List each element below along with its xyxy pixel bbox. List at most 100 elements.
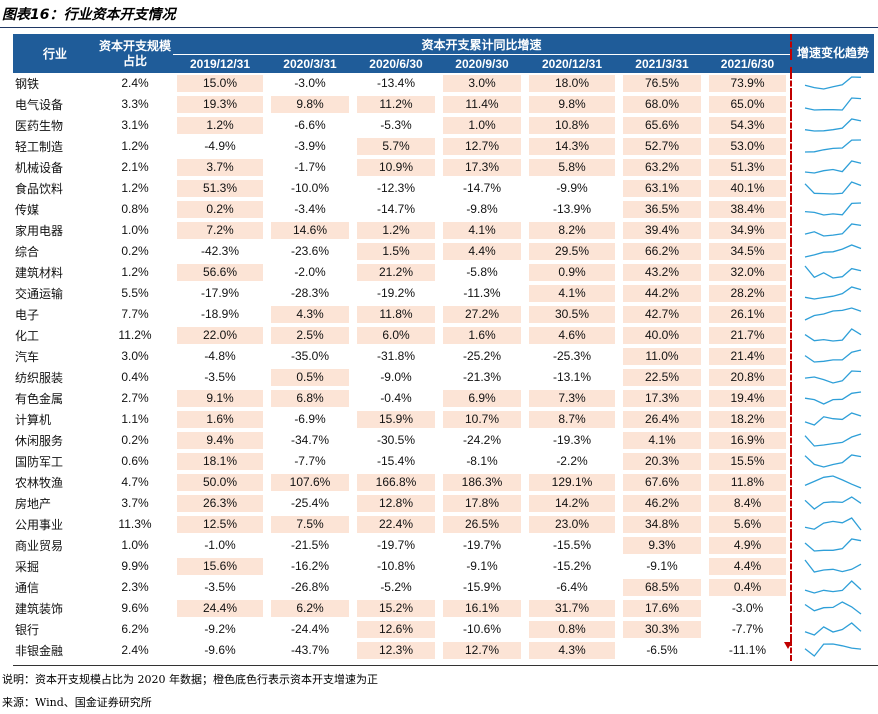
sparkline (804, 307, 862, 321)
growth-cell: -2.0% (267, 261, 353, 283)
growth-value: -4.9% (204, 138, 236, 153)
industry-name: 纺织服装 (13, 366, 97, 388)
growth-value: 12.6% (357, 620, 435, 638)
growth-value: 39.4% (623, 221, 701, 239)
down-arrow-icon (784, 642, 792, 649)
sparkline (804, 76, 862, 90)
sparkline-path (804, 244, 862, 258)
growth-cell: -3.0% (705, 597, 791, 619)
growth-value: -5.8% (466, 264, 498, 279)
growth-cell: -10.8% (353, 555, 439, 577)
growth-cell: 30.3% (619, 618, 705, 640)
table-row: 采掘 9.9% 15.6% -16.2% -10.8% -9.1% -15.2% -9.1% 4… (13, 555, 874, 577)
growth-cell: -25.4% (267, 492, 353, 514)
growth-value: 34.5% (709, 242, 786, 260)
growth-value: -7.7% (731, 621, 764, 636)
growth-value: 53.0% (709, 137, 786, 155)
growth-value: -9.0% (380, 369, 412, 384)
industry-name: 非银金融 (13, 639, 97, 661)
header-period: 2020/3/31 (267, 54, 353, 73)
growth-value: 3.0% (443, 74, 521, 92)
trend-cell (790, 240, 874, 262)
growth-value: -15.4% (376, 453, 416, 468)
growth-value: 11.8% (709, 473, 786, 491)
growth-cell: -15.9% (439, 576, 525, 598)
growth-value: 11.8% (357, 305, 435, 323)
scale-cell: 3.0% (97, 345, 173, 367)
industry-name: 采掘 (13, 555, 97, 577)
growth-value: 0.8% (529, 620, 615, 638)
growth-value: 26.4% (623, 410, 701, 428)
growth-cell: -8.1% (439, 450, 525, 472)
industry-name: 建筑材料 (13, 261, 97, 283)
growth-cell: 17.3% (439, 156, 525, 178)
trend-cell (790, 219, 874, 241)
growth-value: 17.3% (623, 389, 701, 407)
sparkline-path (804, 622, 862, 636)
growth-cell: 76.5% (619, 73, 705, 94)
growth-cell: 107.6% (267, 471, 353, 493)
growth-value: 15.6% (177, 557, 263, 575)
industry-name: 电子 (13, 303, 97, 325)
trend-cell (790, 429, 874, 451)
growth-value: -16.2% (290, 558, 330, 573)
growth-value: 4.3% (271, 305, 349, 323)
growth-value: 22.5% (623, 368, 701, 386)
growth-value: 30.3% (623, 620, 701, 638)
growth-cell: 12.7% (439, 639, 525, 661)
growth-value: 4.3% (529, 641, 615, 659)
growth-value: -14.7% (462, 180, 502, 195)
table-row: 农林牧渔 4.7% 50.0% 107.6% 166.8% 186.3% 129.1% 67.… (13, 471, 874, 493)
growth-cell: 28.2% (705, 282, 791, 304)
sparkline-path (804, 265, 862, 279)
growth-value: -3.4% (294, 201, 326, 216)
growth-value: 10.7% (443, 410, 521, 428)
growth-cell: -15.5% (525, 534, 619, 556)
scale-cell: 0.4% (97, 366, 173, 388)
growth-value: 10.9% (357, 158, 435, 176)
growth-cell: 9.3% (619, 534, 705, 556)
growth-value: -15.9% (462, 579, 502, 594)
growth-value: 21.2% (357, 263, 435, 281)
growth-cell: -1.0% (173, 534, 267, 556)
growth-cell: -18.9% (173, 303, 267, 325)
growth-value: 43.2% (623, 263, 701, 281)
growth-value: -19.3% (552, 432, 592, 447)
scale-cell: 0.8% (97, 198, 173, 220)
growth-value: 16.9% (709, 431, 786, 449)
industry-name: 农林牧渔 (13, 471, 97, 493)
growth-value: 40.0% (623, 326, 701, 344)
growth-cell: 16.9% (705, 429, 791, 451)
table-row: 公用事业 11.3% 12.5% 7.5% 22.4% 26.5% 23.0% 34.8% 5.… (13, 513, 874, 535)
growth-value: 76.5% (623, 74, 701, 92)
growth-value: 34.9% (709, 221, 786, 239)
sparkline (804, 391, 862, 405)
growth-cell: 129.1% (525, 471, 619, 493)
growth-cell: 6.8% (267, 387, 353, 409)
trend-cell (790, 93, 874, 115)
header-period: 2020/9/30 (439, 54, 525, 73)
growth-cell: 44.2% (619, 282, 705, 304)
sparkline-path (804, 454, 862, 468)
growth-cell: 15.0% (173, 73, 267, 94)
growth-cell: 4.4% (439, 240, 525, 262)
sparkline-path (804, 412, 862, 426)
growth-cell: 12.3% (353, 639, 439, 661)
sparkline-path (804, 538, 862, 552)
sparkline-path (804, 475, 862, 489)
growth-value: -9.9% (556, 180, 588, 195)
growth-value: 9.8% (529, 95, 615, 113)
growth-value: -6.9% (294, 411, 326, 426)
header-period: 2019/12/31 (173, 54, 267, 73)
growth-cell: 20.3% (619, 450, 705, 472)
growth-value: -2.2% (556, 453, 588, 468)
sparkline (804, 601, 862, 615)
trend-cell (790, 366, 874, 388)
growth-value: -34.7% (290, 432, 330, 447)
industry-name: 公用事业 (13, 513, 97, 535)
growth-cell: 1.6% (439, 324, 525, 346)
growth-value: 8.2% (529, 221, 615, 239)
growth-cell: 20.8% (705, 366, 791, 388)
industry-name: 房地产 (13, 492, 97, 514)
growth-cell: -21.5% (267, 534, 353, 556)
